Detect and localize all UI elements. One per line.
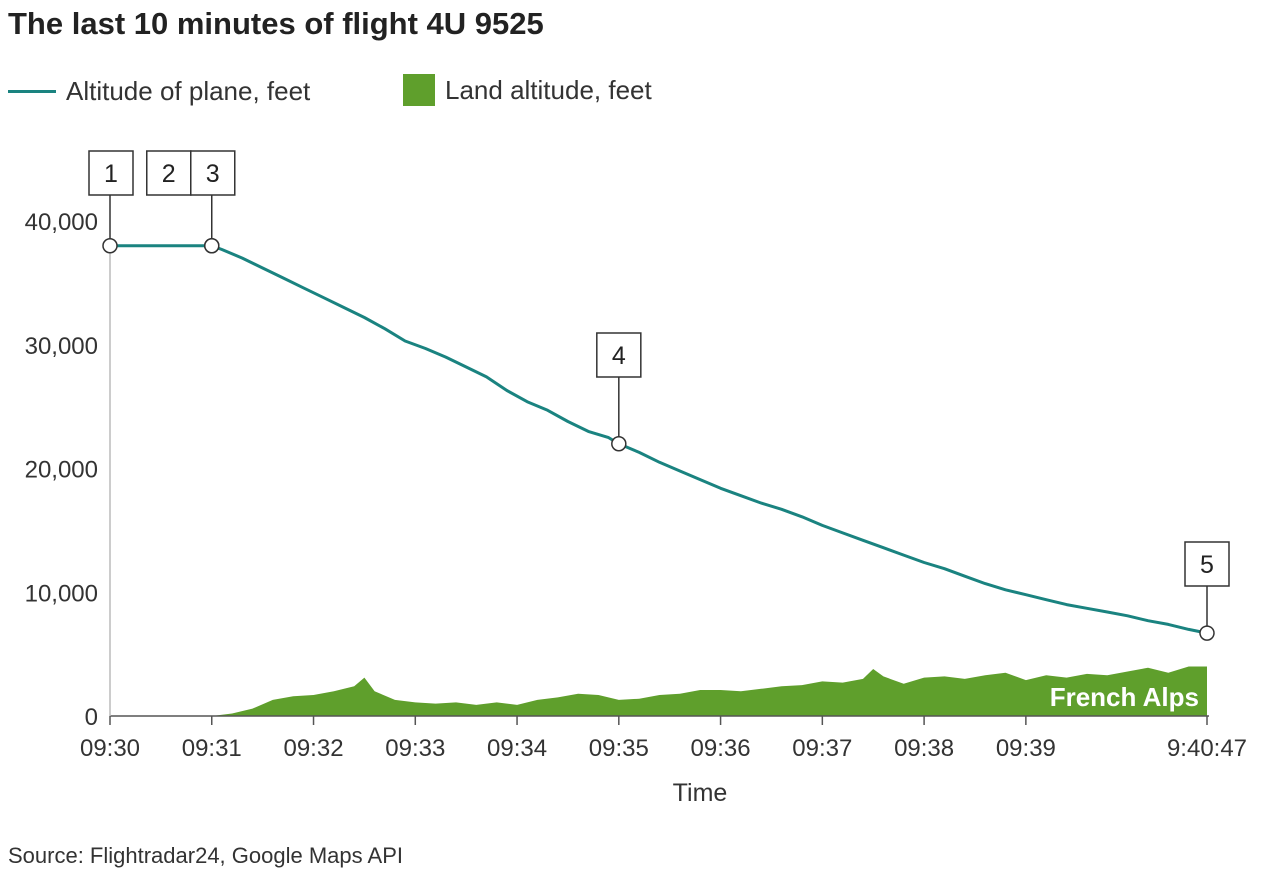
land-altitude-area bbox=[211, 666, 1208, 716]
x-tick-label: 09:35 bbox=[589, 735, 649, 762]
legend-line-swatch bbox=[8, 90, 56, 93]
legend-label-land: Land altitude, feet bbox=[445, 74, 652, 105]
x-tick-label: 09:37 bbox=[792, 735, 852, 762]
source-note: Source: Flightradar24, Google Maps API bbox=[8, 843, 403, 868]
annotation-point bbox=[611, 436, 627, 452]
y-tick-label: 10,000 bbox=[25, 580, 98, 607]
legend-item-plane: Altitude of plane, feet bbox=[8, 76, 310, 107]
annotation-point bbox=[204, 238, 220, 254]
annotation-box bbox=[190, 150, 236, 196]
y-tick-label: 30,000 bbox=[25, 333, 98, 360]
y-tick-label: 40,000 bbox=[25, 209, 98, 236]
annotation-box bbox=[1184, 541, 1230, 587]
annotation-label: 3 bbox=[206, 160, 220, 188]
chart-title: The last 10 minutes of flight 4U 9525 bbox=[8, 6, 544, 41]
x-axis-title: Time bbox=[673, 779, 728, 807]
annotation-label: 4 bbox=[612, 342, 626, 370]
annotation-box bbox=[88, 150, 134, 196]
y-tick-label: 20,000 bbox=[25, 457, 98, 484]
legend-area-swatch bbox=[403, 74, 435, 106]
area-label: French Alps bbox=[1050, 682, 1199, 712]
y-tick-label: 0 bbox=[85, 704, 98, 731]
annotation-box bbox=[146, 150, 192, 196]
x-tick-label: 09:38 bbox=[894, 735, 954, 762]
x-tick-label: 09:36 bbox=[691, 735, 751, 762]
x-tick-label: 09:39 bbox=[996, 735, 1056, 762]
plane-altitude-line bbox=[110, 244, 1208, 635]
annotation-label: 1 bbox=[104, 160, 118, 188]
x-tick-label: 09:33 bbox=[385, 735, 445, 762]
chart-plot: 0 10,000 20,000 30,000 40,000 09:30 09:31 09:32… bbox=[25, 150, 1247, 807]
annotation-point bbox=[1199, 625, 1215, 641]
legend-item-land: Land altitude, feet bbox=[403, 74, 652, 106]
x-tick-label: 09:32 bbox=[283, 735, 343, 762]
x-tick-label: 09:31 bbox=[182, 735, 242, 762]
x-tick-label: 09:34 bbox=[487, 735, 547, 762]
annotation-label: 2 bbox=[162, 160, 176, 188]
x-tick-label: 09:30 bbox=[80, 735, 140, 762]
legend-label-plane: Altitude of plane, feet bbox=[66, 76, 311, 106]
annotation-point bbox=[102, 238, 118, 254]
annotation-label: 5 bbox=[1200, 551, 1214, 579]
x-tick-label: 9:40:47 bbox=[1167, 735, 1247, 762]
